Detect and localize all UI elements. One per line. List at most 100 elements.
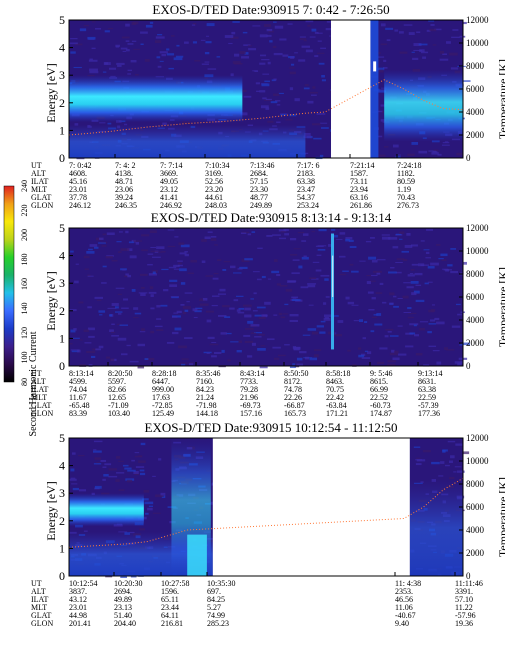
y2-tick-label: 8000 [466, 269, 485, 279]
noise-speckle [93, 246, 99, 249]
noise-speckle [252, 310, 258, 312]
noise-speckle [239, 51, 246, 54]
noise-speckle [181, 358, 189, 360]
ephemeris-value: 174.87 [370, 409, 392, 418]
noise-speckle [278, 229, 287, 232]
noise-speckle [201, 63, 209, 65]
noise-speckle [287, 280, 296, 283]
ephemeris-value: 10:12:54 [69, 579, 97, 588]
noise-speckle [140, 31, 148, 34]
noise-speckle [125, 49, 130, 52]
spectrogram-panel-3: EXOS-D/TED Date:930915 10:12:54 - 11:12:… [31, 420, 505, 628]
ephemeris-value: 11.06 [395, 603, 413, 612]
noise-speckle [244, 258, 253, 261]
energy-band [69, 75, 243, 123]
noise-speckle [364, 321, 368, 323]
noise-speckle [128, 241, 134, 244]
ephemeris-value: 3837. [69, 587, 87, 596]
noise-speckle [436, 361, 442, 365]
noise-speckle [267, 120, 274, 123]
y2-tick-label: 8000 [466, 61, 485, 71]
ephemeris-value: 63.16 [350, 193, 368, 202]
noise-speckle [103, 474, 109, 477]
ephemeris-value: 49.05 [160, 177, 178, 186]
noise-speckle [318, 229, 327, 232]
noise-speckle [401, 250, 409, 253]
ephemeris-value: 11: 4:38 [395, 579, 421, 588]
color-bar-tick-label: 80 [20, 378, 29, 386]
ephemeris-value: 37.78 [69, 193, 87, 202]
noise-speckle [328, 244, 332, 247]
noise-speckle [170, 296, 179, 298]
noise-speckle [411, 263, 419, 266]
noise-speckle [445, 349, 455, 351]
gap-edge-stripe [370, 20, 379, 158]
noise-speckle [221, 349, 225, 353]
ephemeris-row-label: GLAT [31, 611, 52, 620]
noise-speckle [230, 73, 234, 77]
ephemeris-value: 83.39 [69, 409, 87, 418]
noise-speckle [413, 324, 417, 327]
noise-speckle [311, 28, 317, 32]
noise-speckle [386, 39, 391, 42]
noise-speckle [292, 299, 301, 302]
ephemeris-value: 248.03 [205, 201, 227, 210]
noise-speckle [413, 446, 421, 448]
noise-speckle [317, 248, 326, 251]
ephemeris-value: 49.89 [114, 595, 132, 604]
noise-speckle [366, 274, 372, 277]
spike-stripe [332, 255, 334, 297]
ephemeris-value: 66.99 [370, 385, 388, 394]
ephemeris-value: 44.61 [205, 193, 223, 202]
noise-speckle [266, 34, 272, 37]
noise-speckle [115, 479, 120, 482]
noise-speckle [449, 476, 455, 480]
noise-speckle [138, 460, 146, 463]
noise-speckle [260, 54, 267, 57]
noise-speckle [211, 355, 217, 358]
noise-speckle [264, 301, 271, 305]
noise-speckle [380, 43, 388, 46]
noise-speckle [93, 463, 102, 465]
noise-speckle [178, 242, 185, 245]
noise-speckle [69, 478, 77, 481]
noise-speckle [137, 343, 146, 347]
noise-speckle [411, 141, 419, 145]
noise-speckle [248, 48, 257, 51]
ephemeris-value: 246.92 [160, 201, 182, 210]
ephemeris-row-label: UT [31, 161, 42, 170]
noise-speckle [444, 464, 450, 467]
noise-speckle [335, 238, 343, 240]
noise-speckle [179, 268, 187, 272]
ephemeris-value: 4599. [69, 377, 87, 386]
noise-speckle [195, 307, 203, 310]
noise-speckle [370, 330, 375, 333]
noise-speckle [139, 469, 145, 472]
noise-speckle [178, 345, 187, 349]
noise-speckle [256, 90, 260, 92]
noise-speckle [261, 275, 266, 279]
noise-speckle [403, 282, 411, 284]
noise-speckle [96, 299, 102, 301]
noise-speckle [150, 250, 159, 252]
ephemeris-value: 276.73 [397, 201, 419, 210]
ephemeris-value: 8463. [326, 377, 344, 386]
noise-speckle [266, 338, 275, 341]
noise-speckle [177, 264, 183, 267]
noise-speckle [240, 232, 247, 235]
noise-speckle [412, 57, 419, 61]
temperature-curve [68, 477, 464, 548]
noise-speckle [152, 271, 156, 274]
ephemeris-value: 7:17: 6 [297, 161, 319, 170]
noise-speckle [276, 273, 281, 277]
noise-speckle [379, 282, 384, 285]
y-axis-label: Energy [eV] [44, 481, 58, 540]
y-tick-label: 2 [59, 514, 65, 528]
noise-speckle [156, 318, 162, 320]
noise-speckle [120, 47, 128, 50]
noise-speckle [279, 237, 287, 240]
ephemeris-value: -71.98 [196, 401, 217, 410]
noise-speckle [347, 349, 351, 352]
noise-speckle [179, 362, 188, 364]
noise-speckle [73, 328, 77, 331]
